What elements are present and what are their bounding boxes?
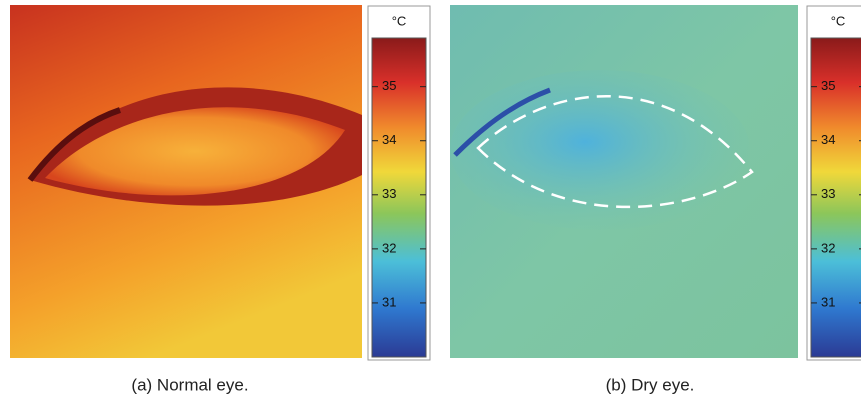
- caption: (a) Normal eye.: [131, 375, 248, 394]
- tick-label: 32: [382, 240, 396, 255]
- tick-label: 33: [382, 186, 396, 201]
- normal-eye-image: [10, 5, 362, 358]
- unit-label: °C: [392, 13, 407, 28]
- tick-label: 31: [382, 294, 396, 309]
- tick-label: 32: [821, 240, 835, 255]
- caption: (b) Dry eye.: [606, 375, 695, 394]
- colorbar: [811, 38, 861, 357]
- colorbar: [372, 38, 426, 357]
- tick-label: 35: [821, 78, 835, 93]
- unit-label: °C: [831, 13, 846, 28]
- tick-label: 33: [821, 186, 835, 201]
- tick-label: 34: [382, 132, 396, 147]
- dry-eye-image: [450, 5, 798, 358]
- tick-label: 35: [382, 78, 396, 93]
- tick-label: 34: [821, 132, 835, 147]
- figure: °C 35 34 33 32 31 °C 35 34 33 32 31 (a) Normal eye.…: [0, 0, 861, 407]
- tick-label: 31: [821, 294, 835, 309]
